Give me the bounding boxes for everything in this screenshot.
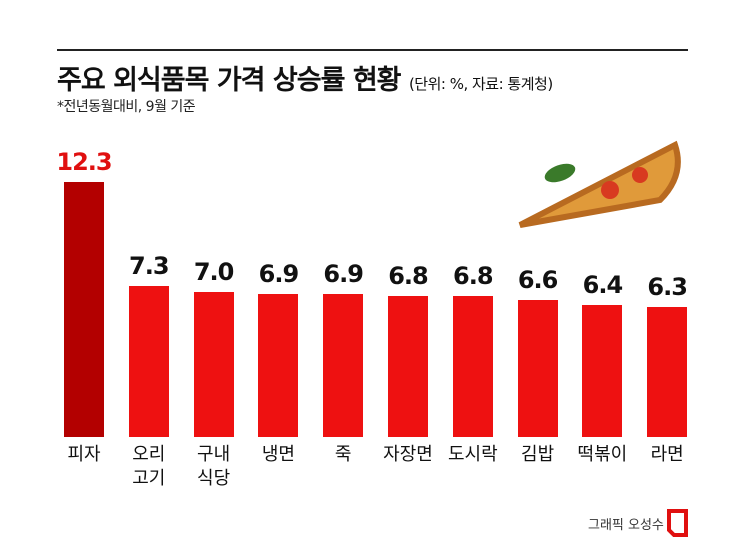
value-label: 7.0 [193, 258, 235, 287]
chart-subtitle: (단위: %, 자료: 통계청) [408, 75, 553, 93]
x-tick-label: 오리 고기 [132, 444, 166, 489]
bar [517, 300, 558, 437]
bar [582, 304, 623, 437]
value-label: 6.4 [582, 270, 624, 299]
x-tick-label: 자장면 [383, 444, 433, 465]
x-tick-label: 김밥 [521, 444, 555, 465]
x-tick-label: 피자 [67, 444, 101, 465]
bar [388, 296, 428, 437]
value-label: 6.6 [517, 266, 559, 295]
chart-title: 주요 외식품목 가격 상승률 현황 (단위: %, 자료: 통계청) [57, 58, 553, 97]
credit: 그래픽 오성수 [588, 518, 664, 533]
chart-note: *전년동월대비, 9월 기준 [57, 99, 196, 115]
value-label: 6.8 [388, 262, 429, 291]
value-label: 6.9 [323, 260, 364, 289]
value-label: 6.3 [647, 272, 688, 301]
bar [128, 285, 169, 437]
logo-mark [667, 509, 688, 537]
title-text: 주요 외식품목 가격 상승률 현황 [57, 65, 402, 96]
bar [647, 306, 688, 437]
value-label: 6.8 [453, 262, 494, 291]
basil-leaf [544, 163, 576, 183]
bar [258, 294, 299, 437]
bar [193, 292, 234, 437]
bar [323, 294, 364, 437]
x-tick-label: 죽 [334, 444, 352, 465]
x-tick-label: 떡볶이 [577, 444, 628, 465]
top-rule [57, 49, 688, 51]
pizza-topping [632, 167, 648, 183]
x-tick-label: 라면 [650, 444, 684, 465]
pizza-illustration [518, 140, 681, 228]
logo [667, 509, 688, 537]
x-tick-label: 도시락 [447, 444, 498, 465]
value-label: 6.9 [258, 260, 300, 289]
bar [452, 296, 493, 437]
x-tick-label: 구내 식당 [197, 444, 231, 489]
value-label: 12.3 [56, 148, 112, 177]
x-tick-label: 냉면 [261, 444, 295, 465]
pizza-slice [518, 140, 681, 228]
pizza-topping [601, 181, 619, 199]
bar [64, 182, 104, 437]
value-label: 7.3 [129, 251, 170, 280]
